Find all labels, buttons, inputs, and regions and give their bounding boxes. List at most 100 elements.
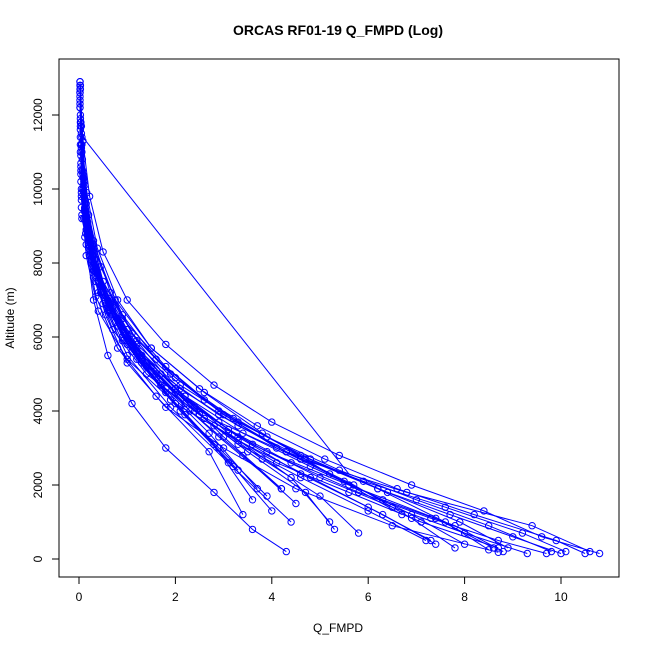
data-point (210, 381, 218, 389)
series-line (79, 89, 600, 554)
data-point (234, 436, 242, 445)
data-point (200, 388, 209, 397)
data-point (162, 385, 170, 393)
data-point (595, 549, 604, 558)
data-point (79, 137, 87, 145)
series-line (80, 181, 273, 512)
data-point (94, 307, 103, 315)
data-point (97, 281, 105, 289)
data-point (200, 396, 209, 404)
data-point (76, 92, 84, 101)
data-point (77, 144, 86, 153)
data-point (306, 473, 315, 482)
data-point (489, 544, 498, 552)
data-point (263, 433, 271, 441)
data-point (219, 433, 228, 441)
y-tick-label: 0 (31, 555, 45, 562)
data-point (84, 229, 93, 238)
series-line (80, 170, 244, 515)
data-point (118, 333, 127, 341)
data-point (106, 303, 115, 312)
series-line (81, 214, 456, 549)
data-point (89, 259, 98, 267)
data-point (494, 544, 502, 552)
data-point (76, 85, 84, 93)
data-point (80, 189, 88, 197)
data-point (562, 547, 570, 556)
data-point (446, 510, 454, 519)
data-point (84, 237, 93, 245)
data-point (99, 300, 107, 308)
data-point (77, 129, 86, 138)
data-point (113, 296, 122, 304)
data-point (205, 448, 213, 456)
chart-title: ORCAS RF01-19 Q_FMPD (Log) (233, 22, 443, 38)
data-point (292, 499, 300, 508)
data-point (152, 392, 160, 400)
data-point (162, 388, 170, 397)
series-line (79, 85, 586, 554)
data-point (152, 370, 160, 378)
series-line (80, 188, 297, 504)
series-line (81, 218, 258, 490)
plot-area (76, 78, 604, 558)
series-line (80, 192, 427, 541)
data-point (393, 485, 401, 493)
data-point (210, 422, 218, 430)
data-point (427, 514, 435, 522)
data-point (84, 222, 92, 230)
data-point (162, 362, 170, 371)
data-point (76, 126, 85, 134)
data-point (123, 325, 131, 334)
data-point (176, 407, 184, 415)
data-point (78, 214, 86, 223)
data-point (99, 277, 107, 286)
data-point (219, 411, 228, 419)
data-point (171, 399, 180, 408)
data-point (301, 455, 310, 463)
data-point (147, 344, 156, 352)
data-point (181, 399, 189, 408)
data-point (215, 418, 223, 426)
data-point (94, 288, 103, 297)
data-point (460, 540, 469, 548)
data-point (142, 370, 151, 378)
data-point (118, 325, 127, 334)
data-point (224, 425, 233, 434)
data-point (89, 296, 98, 304)
series-line (79, 129, 504, 553)
data-point (171, 374, 180, 382)
series-line (79, 114, 566, 553)
data-point (287, 518, 295, 526)
series-points (76, 78, 604, 558)
data-point (234, 433, 242, 441)
data-point (92, 292, 100, 300)
x-tick-label: 2 (172, 590, 179, 604)
data-point (133, 340, 141, 349)
data-point (432, 514, 440, 522)
data-point (258, 429, 266, 437)
data-point (171, 388, 180, 397)
data-point (282, 547, 290, 556)
data-point (82, 240, 90, 249)
data-point (224, 429, 233, 437)
data-point (94, 277, 103, 286)
data-point (301, 488, 310, 497)
data-point (176, 385, 184, 393)
x-axis: 0 2 4 6 8 10 (76, 576, 568, 604)
data-point (441, 503, 449, 511)
data-point (77, 140, 86, 149)
data-point (89, 274, 98, 282)
data-point (297, 455, 305, 463)
data-point (133, 337, 141, 345)
data-point (152, 355, 160, 363)
data-point (78, 166, 87, 175)
data-point (123, 296, 131, 304)
data-point (84, 218, 92, 227)
y-tick-label: 4000 (31, 397, 45, 424)
y-tick-label: 2000 (31, 471, 45, 498)
data-point (345, 488, 353, 497)
data-point (215, 411, 223, 419)
y-tick-label: 6000 (31, 323, 45, 350)
data-point (138, 355, 146, 363)
